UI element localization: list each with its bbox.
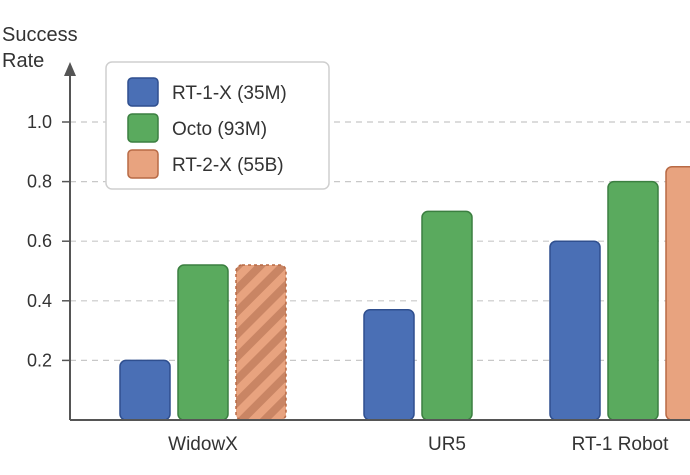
- y-tick-label: 0.6: [27, 231, 52, 251]
- y-axis-label-line-1: Success: [2, 24, 78, 46]
- x-tick-labels: WidowX UR5 RT-1 Robot: [168, 434, 669, 455]
- bar-rt-1-x-35m--widowx: [119, 359, 171, 421]
- y-axis-arrow: [64, 62, 76, 76]
- bar-rt-1-x-35m--ur5: [363, 308, 415, 421]
- bar-octo-93m--rt-1-robot: [607, 180, 659, 421]
- axes: Success Rate: [2, 24, 690, 421]
- bars: [119, 165, 690, 421]
- legend-box: [105, 61, 330, 190]
- legend-label: Octo (93M): [172, 119, 267, 140]
- y-tick-label: 1.0: [27, 112, 52, 132]
- legend-label: RT-2-X (55B): [172, 155, 284, 176]
- x-tick-label: UR5: [428, 434, 466, 455]
- y-tick-label: 0.2: [27, 350, 52, 370]
- y-axis-label-line-2: Rate: [2, 50, 44, 72]
- bar-octo-93m--widowx: [177, 264, 229, 421]
- bar-rt-2-x-55b--rt-1-robot: [665, 165, 690, 421]
- x-tick-label: RT-1 Robot: [572, 434, 670, 455]
- legend: RT-1-X (35M) Octo (93M) RT-2-X (55B): [105, 61, 330, 190]
- y-ticks: 0.2 0.4 0.6 0.8 1.0: [27, 112, 70, 370]
- y-tick-label: 0.8: [27, 172, 52, 192]
- legend-label: RT-1-X (35M): [172, 83, 287, 104]
- bar-rt-1-x-35m--rt-1-robot: [549, 240, 601, 421]
- legend-swatch: [127, 113, 159, 143]
- x-tick-label: WidowX: [168, 434, 238, 455]
- y-tick-label: 0.4: [27, 291, 52, 311]
- bar-octo-93m--ur5: [421, 210, 473, 421]
- bar-rt-2-x-55b--widowx: [235, 264, 287, 421]
- legend-swatch: [127, 149, 159, 179]
- legend-swatch: [127, 77, 159, 107]
